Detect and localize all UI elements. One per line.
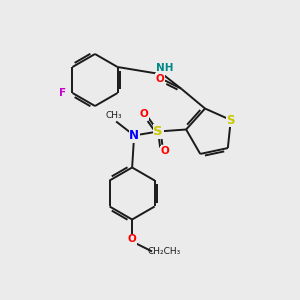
Text: N: N	[129, 129, 139, 142]
Text: O: O	[156, 74, 164, 83]
Text: F: F	[59, 88, 66, 98]
Text: O: O	[140, 110, 148, 119]
Text: S: S	[226, 113, 235, 127]
Text: NH: NH	[156, 62, 174, 73]
Text: CH₂CH₃: CH₂CH₃	[148, 247, 181, 256]
Text: CH₃: CH₃	[106, 111, 122, 120]
Text: S: S	[153, 125, 163, 138]
Text: O: O	[128, 235, 136, 244]
Text: O: O	[161, 146, 170, 157]
